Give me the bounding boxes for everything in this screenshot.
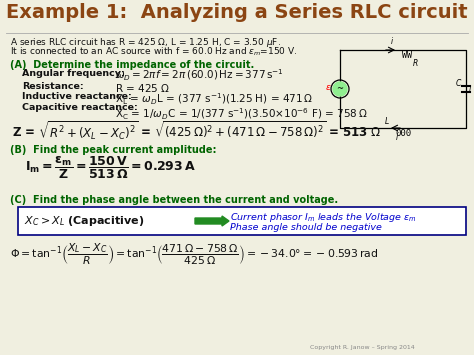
- Text: Angular frequency:: Angular frequency:: [22, 69, 125, 78]
- Text: Example 1:  Analyzing a Series RLC circuit: Example 1: Analyzing a Series RLC circui…: [6, 3, 468, 22]
- Bar: [18, 207, 466, 235]
- Text: A series RLC circuit has R = 425 $\Omega$, L = 1.25 H, C = 3.50 $\mu$F.: A series RLC circuit has R = 425 $\Omega…: [10, 36, 281, 49]
- Text: (C)  Find the phase angle between the current and voltage.: (C) Find the phase angle between the cur…: [10, 195, 338, 205]
- Text: L: L: [385, 117, 389, 126]
- Circle shape: [333, 82, 347, 96]
- Text: $\omega_D = 2\pi f = 2\pi\,(60.0)\,\mathrm{Hz} = 377\,\mathrm{s}^{-1}$: $\omega_D = 2\pi f = 2\pi\,(60.0)\,\math…: [115, 68, 284, 83]
- Text: X$_\mathrm{C}$ = 1/$\omega_D$C = 1/(377 s$^{-1}$)(3.50$\times$10$^{-6}$ F) = 758: X$_\mathrm{C}$ = 1/$\omega_D$C = 1/(377 …: [115, 107, 367, 122]
- Text: i: i: [391, 37, 393, 46]
- Text: Current phasor $I_m$ leads the Voltage $\varepsilon_m$: Current phasor $I_m$ leads the Voltage $…: [230, 211, 417, 224]
- Text: It is connected to an AC source with f = 60.0 Hz and $\varepsilon_m$=150 V.: It is connected to an AC source with f =…: [10, 46, 298, 59]
- Text: WW: WW: [402, 51, 412, 60]
- Text: C: C: [456, 79, 461, 88]
- Text: Copyright R. Janow – Spring 2014: Copyright R. Janow – Spring 2014: [310, 345, 415, 350]
- Text: (B)  Find the peak current amplitude:: (B) Find the peak current amplitude:: [10, 145, 217, 155]
- Text: Resistance:: Resistance:: [22, 82, 83, 91]
- Text: Z = $\sqrt{R^2 + (X_L - X_C)^2}$ = $\sqrt{(425\,\Omega)^2 + (471\,\Omega - 758\,: Z = $\sqrt{R^2 + (X_L - X_C)^2}$ = $\sqr…: [12, 120, 382, 142]
- Text: R: R: [412, 59, 418, 68]
- Text: $\varepsilon$: $\varepsilon$: [325, 83, 331, 92]
- Text: i: i: [396, 133, 398, 142]
- Text: $\Phi = \tan^{-1}\!\left(\dfrac{X_L - X_C}{R}\right) = \tan^{-1}\!\left(\dfrac{4: $\Phi = \tan^{-1}\!\left(\dfrac{X_L - X_…: [10, 242, 379, 267]
- Text: $\mathbf{I_m = \dfrac{\varepsilon_m}{Z} = \dfrac{150\,V}{513\,\Omega} = 0.293\,A: $\mathbf{I_m = \dfrac{\varepsilon_m}{Z} …: [25, 155, 196, 181]
- Text: (A)  Determine the impedance of the circuit.: (A) Determine the impedance of the circu…: [10, 60, 254, 70]
- Text: ~: ~: [337, 84, 344, 93]
- Text: R = 425 $\Omega$: R = 425 $\Omega$: [115, 82, 170, 94]
- Text: X$_\mathrm{L}$ = $\omega_D$L = (377 s$^{-1}$)(1.25 H) = 471$\,\Omega$: X$_\mathrm{L}$ = $\omega_D$L = (377 s$^{…: [115, 92, 313, 108]
- Text: Inductive reactance:: Inductive reactance:: [22, 92, 132, 101]
- FancyArrow shape: [195, 216, 229, 226]
- Text: Phase angle should be negative: Phase angle should be negative: [230, 223, 382, 232]
- Text: i: i: [469, 84, 471, 93]
- Text: Capacitive reactance:: Capacitive reactance:: [22, 103, 138, 112]
- Text: 000: 000: [395, 129, 411, 138]
- Text: $X_C > X_L$ (Capacitive): $X_C > X_L$ (Capacitive): [24, 214, 144, 228]
